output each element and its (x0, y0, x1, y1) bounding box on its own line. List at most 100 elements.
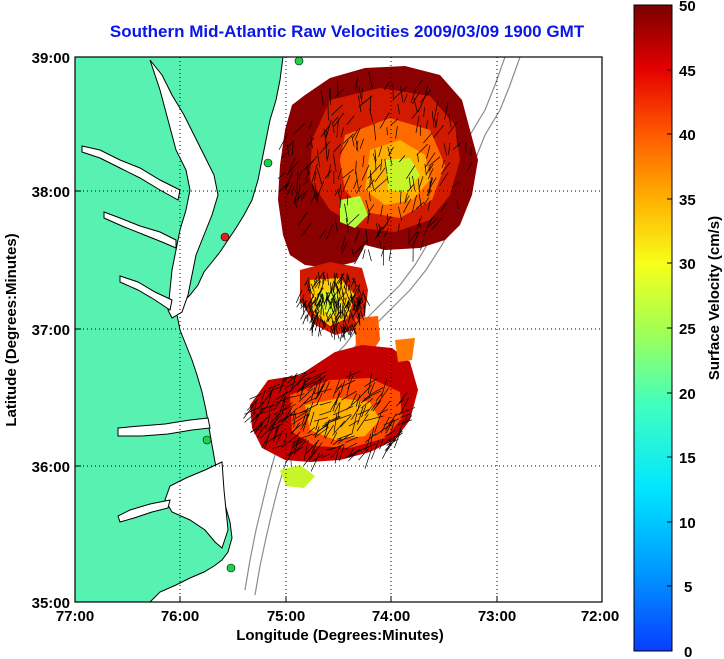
velocity-arrow (243, 404, 255, 419)
velocity-arrow (398, 155, 406, 163)
velocity-arrow (359, 138, 364, 149)
colorbar-tick-label: 35 (679, 192, 696, 209)
velocity-arrow (347, 213, 360, 226)
velocity-arrow (395, 407, 416, 416)
velocity-arrow (379, 239, 382, 249)
velocity-arrow (361, 164, 370, 181)
velocity-arrow (327, 103, 329, 121)
velocity-arrow (320, 90, 324, 105)
velocity-arrow (296, 171, 299, 192)
velocity-arrow (426, 166, 431, 175)
velocity-arrow (302, 298, 305, 308)
velocity-arrow (277, 172, 286, 180)
velocity-arrow (398, 206, 403, 222)
velocity-arrow (367, 249, 372, 262)
velocity-arrow (351, 296, 356, 303)
velocity-arrow (388, 248, 392, 261)
velocity-arrow (399, 413, 412, 418)
velocity-arrow (302, 314, 307, 325)
velocity-arrow (344, 286, 350, 300)
velocity-arrow (340, 296, 347, 308)
velocity-arrow (246, 399, 259, 411)
velocity-arrow (259, 425, 275, 439)
colorbar (633, 4, 673, 652)
velocity-arrow (312, 388, 332, 395)
velocity-arrow (330, 315, 340, 328)
velocity-arrow (326, 223, 334, 240)
velocity-arrow (435, 112, 439, 129)
velocity-arrow (431, 111, 435, 128)
velocity-arrow (340, 127, 344, 138)
velocity-arrow (306, 164, 309, 175)
velocity-arrow (326, 272, 329, 281)
velocity-arrow (327, 148, 330, 160)
velocity-arrow (376, 387, 390, 406)
colorbar-tick-label: 30 (679, 256, 696, 273)
velocity-arrow (334, 300, 338, 308)
velocity-arrow (335, 383, 343, 394)
velocity-arrow (426, 145, 431, 159)
velocity-arrow (351, 404, 362, 420)
velocity-arrow (334, 89, 344, 98)
velocity-arrow (306, 295, 314, 309)
velocity-arrow (341, 236, 346, 251)
velocity-arrow (313, 279, 318, 286)
velocity-arrow (424, 152, 436, 168)
velocity-arrow (340, 380, 346, 393)
velocity-arrow (419, 89, 432, 103)
velocity-arrow (305, 375, 321, 386)
velocity-arrow (324, 424, 334, 439)
velocity-arrow (325, 119, 332, 138)
y-axis-label: Latitude (Degrees:Minutes) (3, 233, 20, 426)
velocity-arrow (321, 276, 326, 290)
velocity-arrow (334, 321, 338, 329)
velocity-arrow (334, 317, 338, 325)
velocity-arrow (319, 410, 332, 416)
velocity-arrow (355, 170, 359, 189)
velocity-arrow (373, 123, 377, 141)
velocity-arrow (364, 448, 373, 469)
velocity-arrow (334, 188, 339, 197)
velocity-arrow (323, 128, 328, 148)
velocity-arrow (379, 112, 390, 129)
velocity-arrow (283, 433, 288, 447)
velocity-arrow (315, 419, 320, 431)
velocity-arrow (333, 406, 353, 416)
velocity-arrow (361, 398, 374, 409)
velocity-arrow (380, 205, 383, 217)
velocity-arrow (303, 449, 316, 466)
velocity-arrow (332, 378, 341, 398)
velocity-arrow (357, 283, 361, 295)
velocity-arrow (297, 183, 301, 203)
velocity-arrow (286, 144, 290, 157)
velocity-arrow (307, 280, 312, 292)
velocity-arrow (273, 409, 282, 416)
velocity-arrow (319, 315, 326, 328)
velocity-arrow (368, 382, 376, 398)
velocity-arrow (341, 292, 345, 300)
radar-station-marker (226, 563, 236, 573)
velocity-arrow (292, 440, 302, 446)
velocity-arrow (296, 379, 309, 394)
velocity-arrow (313, 275, 318, 283)
velocity-arrow (326, 306, 331, 315)
velocity-arrow (293, 431, 301, 440)
velocity-arrow (441, 160, 445, 168)
velocity-arrow (278, 134, 288, 150)
velocity-arrow (425, 119, 429, 129)
velocity-arrow (337, 379, 356, 389)
velocity-arrow (300, 378, 306, 398)
velocity-arrow (310, 135, 313, 149)
velocity-arrow (367, 164, 381, 179)
velocity-arrow (374, 227, 383, 240)
velocity-arrow (410, 89, 417, 103)
velocity-arrow (310, 319, 315, 328)
velocity-arrow (356, 184, 362, 194)
velocity-arrow (424, 163, 427, 176)
velocity-arrow (417, 178, 420, 193)
velocity-arrow (267, 383, 280, 390)
velocity-arrow (456, 200, 459, 209)
velocity-arrow (318, 271, 321, 285)
velocity-arrow (351, 136, 355, 147)
velocity-arrow (350, 321, 357, 336)
